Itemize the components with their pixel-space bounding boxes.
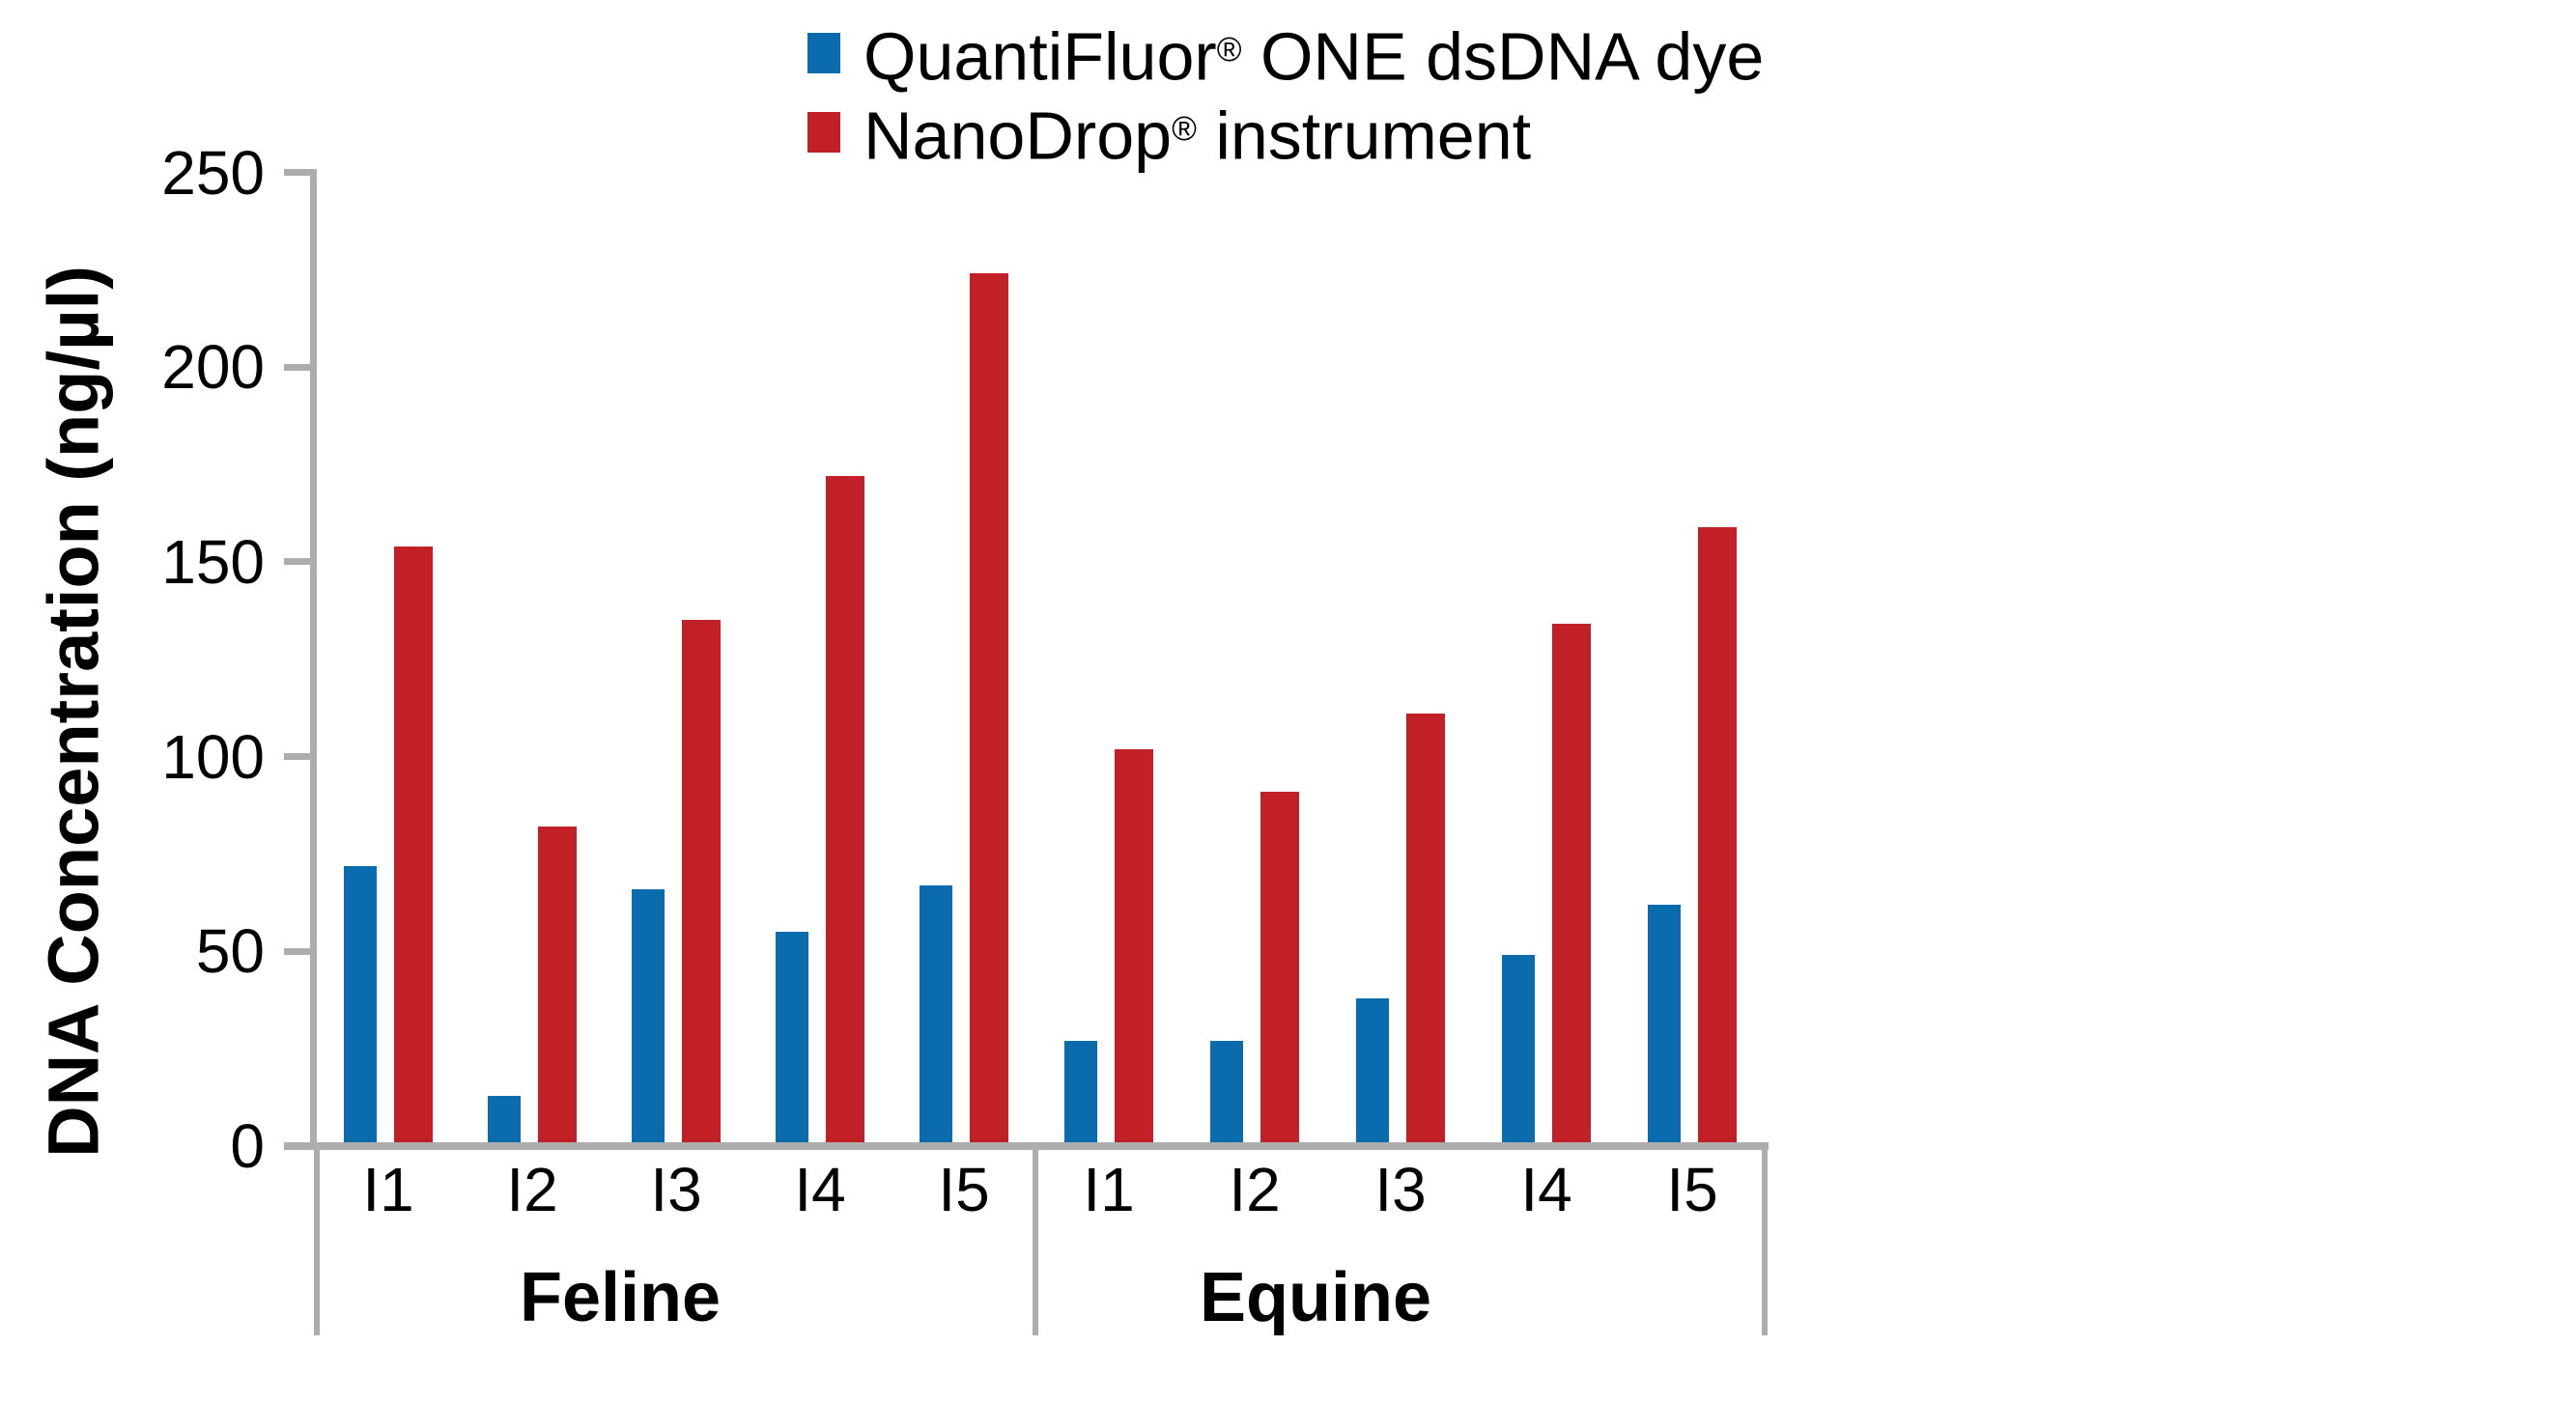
legend-item-nanodrop: NanoDrop® instrument [807,90,1764,175]
y-axis-line [310,169,317,1142]
bar-equine-I4-quantifluor [1502,955,1535,1142]
y-tick-label: 150 [161,526,265,597]
bar-equine-I3-quantifluor [1356,998,1389,1142]
bar-feline-I1-nanodrop [394,547,433,1142]
legend-label-text: QuantiFluor [863,18,1217,95]
category-label-equine-I1: I1 [1083,1155,1135,1224]
bar-equine-I1-nanodrop [1115,749,1153,1142]
bar-equine-I2-quantifluor [1210,1041,1243,1142]
category-label-equine-I3: I3 [1374,1155,1427,1224]
bar-equine-I2-nanodrop [1260,792,1299,1142]
bar-equine-I4-nanodrop [1552,624,1591,1142]
registered-mark: ® [1216,30,1242,69]
category-label-feline-I5: I5 [938,1155,990,1224]
legend-label-text: ONE dsDNA dye [1241,18,1765,95]
category-label-equine-I5: I5 [1666,1155,1718,1224]
category-label-feline-I1: I1 [362,1155,414,1224]
bar-equine-I5-quantifluor [1648,905,1681,1142]
y-axis-tick [284,169,310,176]
group-bracket-line [1762,1150,1768,1335]
category-label-feline-I2: I2 [506,1155,558,1224]
y-axis-tick [284,947,310,955]
bar-equine-I5-nanodrop [1698,527,1737,1142]
x-axis-line [284,1142,1769,1150]
bar-feline-I2-nanodrop [538,827,577,1142]
legend-label-quantifluor: QuantiFluor® ONE dsDNA dye [863,11,1764,96]
legend-label-text: instrument [1196,98,1532,174]
y-tick-label: 0 [230,1111,265,1181]
group-bracket-line [1033,1150,1038,1335]
bar-feline-I3-nanodrop [682,620,721,1142]
legend-swatch-nanodrop [807,112,840,153]
category-label-feline-I3: I3 [650,1155,702,1224]
group-bracket-line [314,1150,320,1335]
bar-feline-I2-quantifluor [488,1096,521,1142]
legend-item-quantifluor: QuantiFluor® ONE dsDNA dye [807,11,1764,96]
category-label-equine-I2: I2 [1229,1155,1281,1224]
registered-mark: ® [1172,109,1197,148]
bar-equine-I1-quantifluor [1064,1041,1097,1142]
bar-feline-I4-quantifluor [776,932,808,1142]
legend-label-nanodrop: NanoDrop® instrument [863,90,1531,175]
legend-swatch-quantifluor [807,33,840,73]
category-label-equine-I4: I4 [1520,1155,1572,1224]
category-label-feline-I4: I4 [794,1155,846,1224]
bar-feline-I3-quantifluor [632,889,665,1142]
y-axis-tick [284,753,310,761]
legend-label-text: NanoDrop [863,98,1173,174]
bar-feline-I5-quantifluor [920,885,952,1142]
y-tick-label: 50 [195,916,265,987]
bar-feline-I5-nanodrop [970,273,1008,1142]
y-tick-label: 200 [161,332,265,403]
y-tick-label: 100 [161,721,265,792]
bar-equine-I3-nanodrop [1406,714,1445,1142]
legend: QuantiFluor® ONE dsDNA dye NanoDrop® ins… [807,11,1764,175]
y-tick-label: 250 [161,137,265,208]
y-axis-tick [284,558,310,566]
bar-feline-I1-quantifluor [344,866,377,1142]
bar-feline-I4-nanodrop [826,476,864,1142]
y-axis-tick [284,363,310,371]
group-label-equine: Equine [1199,1259,1431,1336]
group-label-feline: Feline [519,1259,722,1336]
